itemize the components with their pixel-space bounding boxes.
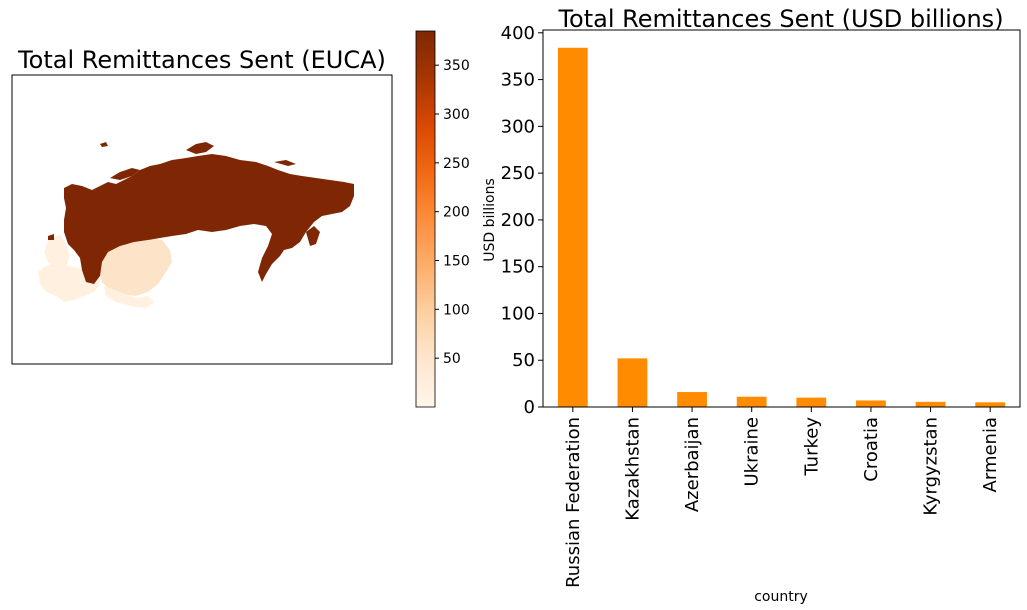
colorbar-tick-label: 50 xyxy=(443,351,461,367)
bar xyxy=(796,397,827,407)
map-regions xyxy=(38,142,354,308)
map-region-russia-island-4 xyxy=(306,226,320,246)
colorbar-tick-label: 200 xyxy=(443,205,470,221)
map-region-russia-island-5 xyxy=(100,142,108,147)
x-tick-label: Ukraine xyxy=(742,417,763,487)
y-tick-label: 50 xyxy=(512,350,535,371)
map-title: Total Remittances Sent (EUCA) xyxy=(17,46,386,74)
bar-chart-xlabel: country xyxy=(754,589,808,605)
map-region-russia-island-1 xyxy=(186,142,214,154)
x-tick-label: Russian Federation xyxy=(563,417,584,588)
map-frame xyxy=(11,74,393,365)
map-region-russia-island-6 xyxy=(48,234,54,240)
y-tick-label: 200 xyxy=(501,210,535,231)
bar xyxy=(856,400,886,407)
y-tick-label: 0 xyxy=(524,397,535,418)
x-tick-label: Azerbaijan xyxy=(682,417,703,512)
colorbar xyxy=(415,30,436,408)
bar xyxy=(557,47,588,407)
map-region-russia-island-2 xyxy=(110,168,140,180)
bar xyxy=(975,402,1006,407)
colorbar-label: USD billions xyxy=(482,178,498,262)
colorbar-ticks: 50 100 150 200 250 300 350 xyxy=(435,58,470,367)
colorbar-tick-label: 250 xyxy=(443,156,470,172)
bar-chart-plot: 0 50 100 150 200 250 300 350 400 Russian Federati… xyxy=(501,23,1006,588)
x-tick-label: Croatia xyxy=(861,417,882,482)
y-tick-label: 150 xyxy=(501,257,535,278)
y-tick-label: 100 xyxy=(501,303,535,324)
map-region-central-asia xyxy=(104,286,154,308)
y-tick-label: 300 xyxy=(501,116,535,137)
bar-chart-title: Total Remittances Sent (USD billions) xyxy=(557,5,1003,33)
x-tick-label: Kyrgyzstan xyxy=(921,417,942,516)
x-tick-label: Armenia xyxy=(980,417,1001,492)
bar-chart-frame xyxy=(542,29,1021,408)
bar xyxy=(677,392,707,407)
x-tick-label: Kazakhstan xyxy=(622,417,643,521)
map-region-russia xyxy=(64,154,354,284)
y-tick-label: 250 xyxy=(501,163,535,184)
colorbar-tick-label: 350 xyxy=(443,58,470,74)
x-tick-label: Turkey xyxy=(801,417,822,477)
map-region-ukraine xyxy=(44,235,70,268)
bar xyxy=(736,396,767,407)
map-region-russia-island-3 xyxy=(274,160,296,166)
bar xyxy=(915,401,946,407)
map-region-kazakhstan xyxy=(98,238,172,296)
colorbar-tick-label: 300 xyxy=(443,107,470,123)
y-tick-label: 350 xyxy=(501,70,535,91)
colorbar-tick-label: 150 xyxy=(443,254,470,270)
colorbar-tick-label: 100 xyxy=(443,302,470,318)
y-tick-label: 400 xyxy=(501,23,535,44)
bar xyxy=(617,358,648,407)
